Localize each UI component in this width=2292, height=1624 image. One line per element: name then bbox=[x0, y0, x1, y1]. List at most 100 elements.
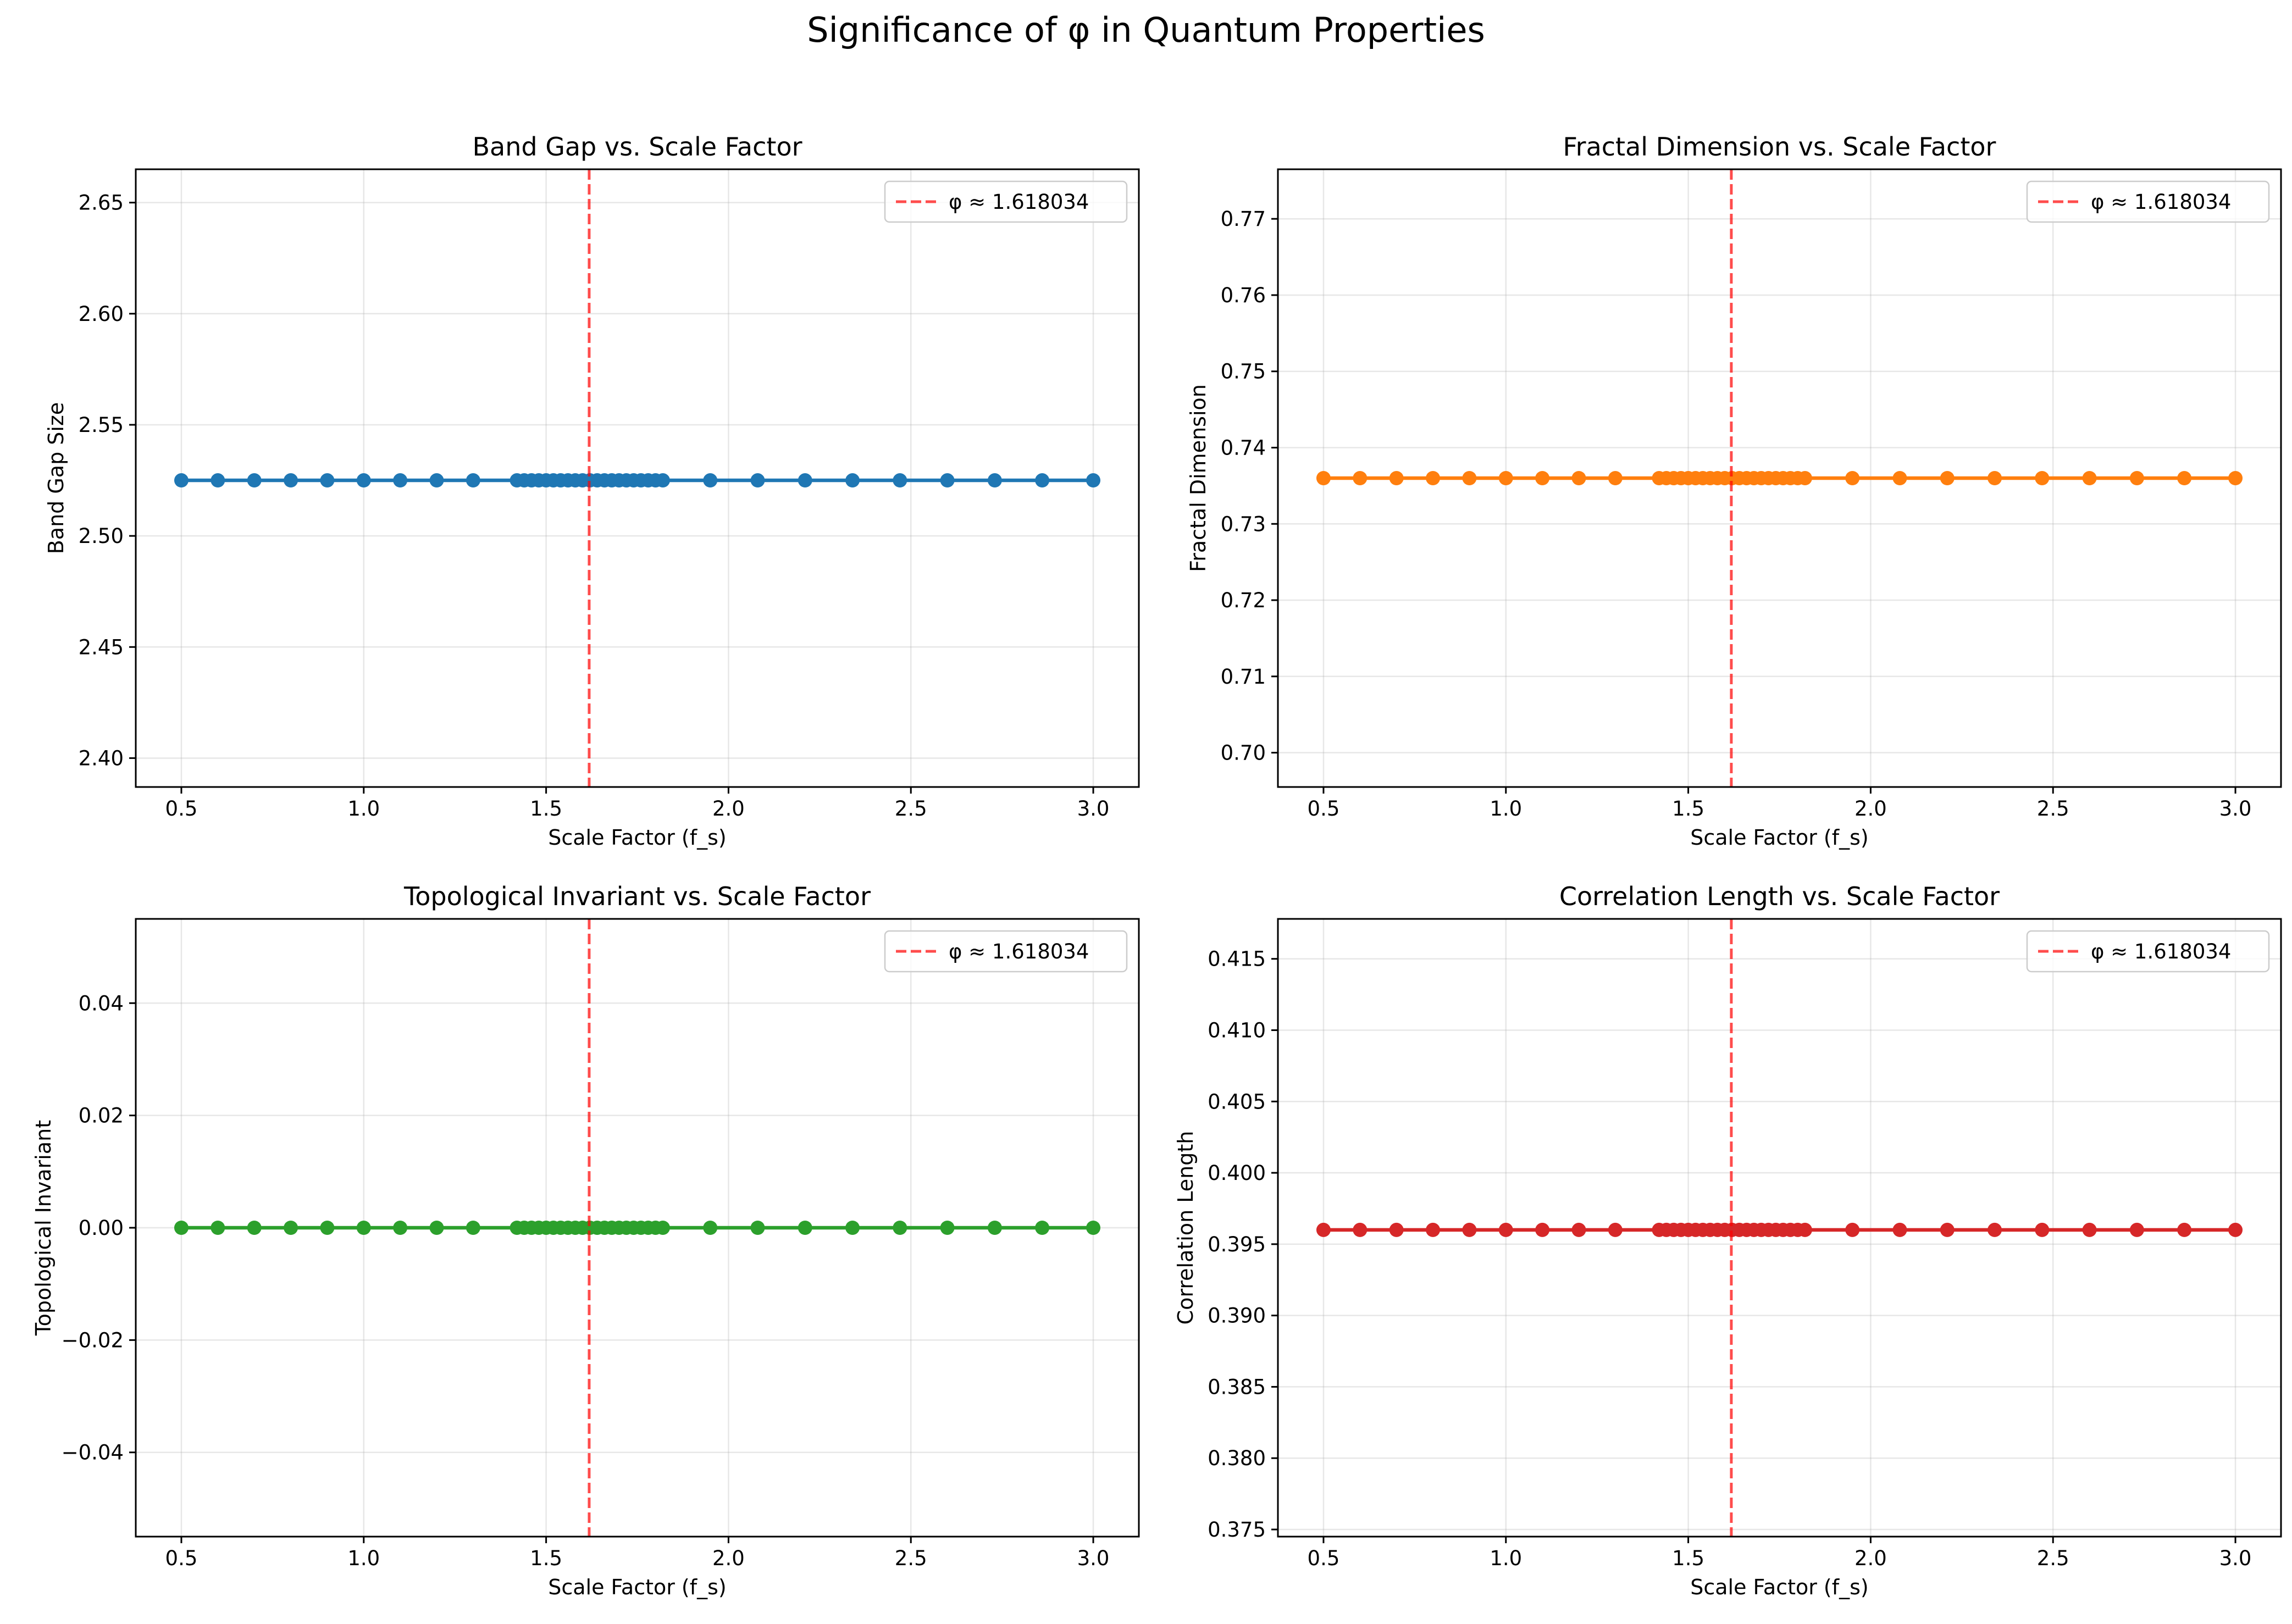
data-point bbox=[1086, 1221, 1101, 1235]
subplot-title: Correlation Length vs. Scale Factor bbox=[1559, 882, 2000, 911]
x-tick-label: 2.5 bbox=[895, 797, 927, 821]
y-tick-label: 2.45 bbox=[79, 635, 124, 659]
y-tick-label: 0.400 bbox=[1208, 1161, 1266, 1185]
legend-label: φ ≈ 1.618034 bbox=[2091, 940, 2231, 963]
data-point bbox=[1316, 471, 1331, 485]
data-point bbox=[1086, 473, 1101, 488]
subplot-title: Fractal Dimension vs. Scale Factor bbox=[1563, 132, 1996, 162]
data-point bbox=[356, 473, 371, 488]
data-point bbox=[393, 1221, 408, 1235]
data-point bbox=[247, 473, 262, 488]
data-point bbox=[356, 1221, 371, 1235]
y-tick-label: 2.65 bbox=[79, 191, 124, 215]
data-point bbox=[1035, 1221, 1050, 1235]
data-point bbox=[1316, 1222, 1331, 1237]
data-point bbox=[2228, 1222, 2243, 1237]
data-point bbox=[211, 1221, 225, 1235]
data-point bbox=[320, 473, 335, 488]
data-point bbox=[845, 473, 860, 488]
data-point bbox=[1389, 1222, 1404, 1237]
y-tick-label: 0.00 bbox=[79, 1216, 124, 1240]
data-point bbox=[1426, 471, 1441, 485]
data-point bbox=[174, 473, 189, 488]
legend-box bbox=[2026, 930, 2270, 973]
legend-box bbox=[884, 180, 1128, 223]
y-tick-label: 0.74 bbox=[1221, 436, 1266, 459]
y-tick-label: 2.40 bbox=[79, 746, 124, 770]
y-axis-label: Fractal Dimension bbox=[1186, 384, 1210, 572]
x-tick-label: 2.0 bbox=[712, 797, 745, 821]
data-point bbox=[845, 1221, 860, 1235]
data-point bbox=[1797, 471, 1812, 485]
figure-suptitle: Significance of φ in Quantum Properties bbox=[807, 10, 1485, 50]
y-tick-label: 0.77 bbox=[1221, 207, 1266, 231]
data-point bbox=[466, 473, 480, 488]
data-point bbox=[750, 473, 765, 488]
legend-label: φ ≈ 1.618034 bbox=[949, 940, 1089, 963]
legend: φ ≈ 1.618034 bbox=[884, 930, 1128, 973]
y-tick-label: 0.04 bbox=[79, 991, 124, 1015]
x-tick-label: 1.0 bbox=[347, 797, 380, 821]
data-point bbox=[1498, 471, 1513, 485]
data-point bbox=[940, 1221, 955, 1235]
x-tick-label: 0.5 bbox=[165, 797, 198, 821]
x-axis-label: Scale Factor (f_s) bbox=[548, 825, 727, 850]
data-point bbox=[466, 1221, 480, 1235]
subplot-1: 0.5 1.0 1.5 2.0 2.5 3.0 2.40 2.45 2.50 2.55 2.60 2.… bbox=[44, 132, 1140, 850]
data-point bbox=[1035, 473, 1050, 488]
data-point bbox=[2082, 471, 2097, 485]
subplot-2: 0.5 1.0 1.5 2.0 2.5 3.0 0.70 0.71 0.72 0.73 0.74 0.… bbox=[1186, 132, 2282, 850]
data-point bbox=[987, 1221, 1002, 1235]
y-tick-label: 0.405 bbox=[1208, 1090, 1266, 1113]
y-tick-label: 2.50 bbox=[79, 524, 124, 548]
data-point bbox=[2228, 471, 2243, 485]
data-point bbox=[2129, 1222, 2144, 1237]
data-point bbox=[393, 473, 408, 488]
subplot-title: Band Gap vs. Scale Factor bbox=[473, 132, 802, 162]
x-tick-label: 1.0 bbox=[1490, 797, 1522, 821]
data-point bbox=[429, 473, 444, 488]
data-point bbox=[655, 1221, 670, 1235]
axes-frame bbox=[1277, 918, 2282, 1538]
y-tick-label: 2.55 bbox=[79, 413, 124, 437]
data-point bbox=[2129, 471, 2144, 485]
data-point bbox=[2177, 471, 2192, 485]
data-point bbox=[1987, 471, 2002, 485]
data-point bbox=[1535, 471, 1550, 485]
data-point bbox=[893, 473, 907, 488]
legend: φ ≈ 1.618034 bbox=[884, 180, 1128, 223]
data-point bbox=[1462, 1222, 1477, 1237]
data-point bbox=[1571, 471, 1586, 485]
legend-box bbox=[884, 930, 1128, 973]
data-point bbox=[1892, 1222, 1907, 1237]
y-tick-label: 0.73 bbox=[1221, 512, 1266, 536]
x-tick-label: 3.0 bbox=[2219, 1547, 2252, 1570]
data-point bbox=[1426, 1222, 1441, 1237]
y-tick-label: 0.70 bbox=[1221, 741, 1266, 765]
y-tick-label: 0.390 bbox=[1208, 1304, 1266, 1328]
y-tick-label: 0.380 bbox=[1208, 1446, 1266, 1470]
y-tick-label: 2.60 bbox=[79, 302, 124, 326]
y-tick-label: 0.385 bbox=[1208, 1375, 1266, 1399]
legend-label: φ ≈ 1.618034 bbox=[2091, 190, 2231, 214]
y-axis-label: Correlation Length bbox=[1173, 1131, 1198, 1325]
y-tick-label: 0.375 bbox=[1208, 1518, 1266, 1542]
y-tick-label: 0.415 bbox=[1208, 947, 1266, 971]
data-point bbox=[893, 1221, 907, 1235]
data-point bbox=[1608, 471, 1623, 485]
data-point bbox=[703, 1221, 718, 1235]
y-tick-label: −0.02 bbox=[62, 1328, 124, 1352]
y-tick-label: −0.04 bbox=[62, 1441, 124, 1465]
x-tick-label: 3.0 bbox=[1077, 797, 1110, 821]
data-point bbox=[2082, 1222, 2097, 1237]
x-tick-label: 0.5 bbox=[1308, 797, 1340, 821]
y-tick-label: 0.72 bbox=[1221, 589, 1266, 612]
x-axis-label: Scale Factor (f_s) bbox=[1690, 825, 1869, 850]
x-tick-label: 3.0 bbox=[1077, 1547, 1110, 1570]
data-point bbox=[1535, 1222, 1550, 1237]
data-point bbox=[2035, 1222, 2050, 1237]
legend: φ ≈ 1.618034 bbox=[2026, 930, 2270, 973]
subplot-3: 0.5 1.0 1.5 2.0 2.5 3.0 −0.04 −0.02 0.00 0.02 0.04… bbox=[31, 882, 1140, 1599]
x-tick-label: 2.0 bbox=[712, 1547, 745, 1570]
